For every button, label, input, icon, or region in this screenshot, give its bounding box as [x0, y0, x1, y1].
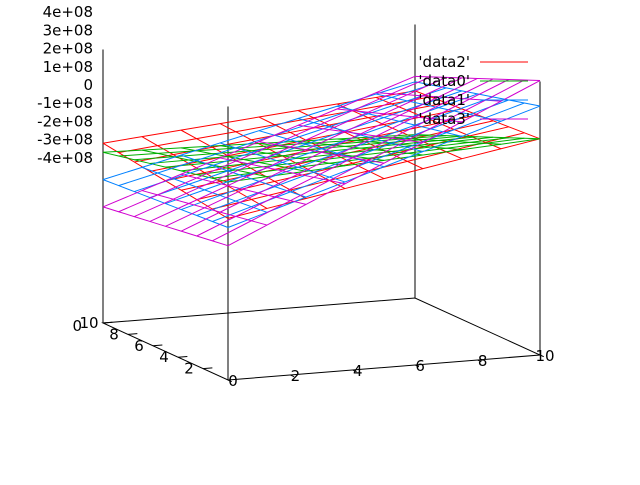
x-tick-mark — [290, 374, 295, 378]
x-tick-label: 8 — [478, 352, 488, 370]
x-tick-label: 2 — [291, 367, 301, 385]
y-tick-mark — [202, 367, 213, 370]
surface-line-3 — [297, 117, 424, 153]
z-tick-label: -1e+08 — [37, 94, 93, 112]
surface-line-1 — [414, 90, 541, 140]
surface-line-4 — [336, 108, 463, 123]
legend-label: 'data0' — [418, 72, 470, 90]
surface-line-1 — [336, 103, 463, 160]
surface-line-3 — [134, 87, 447, 193]
y-tick-mark — [152, 344, 163, 347]
legend-label: 'data2' — [418, 53, 470, 71]
surface-line-2 — [375, 136, 502, 145]
legend-label: 'data3' — [418, 110, 470, 128]
surface-line-1 — [134, 102, 447, 163]
surface-line-4 — [149, 77, 463, 222]
x-tick-mark — [414, 364, 420, 368]
z-tick-label: 4e+08 — [43, 3, 93, 21]
x-tick-label: 4 — [353, 362, 363, 380]
y-tick-label: 2 — [184, 360, 194, 378]
x-tick-label: 10 — [535, 347, 554, 365]
y-tick-mark — [127, 333, 138, 335]
surface-line-4 — [414, 75, 541, 82]
surface-line-1 — [118, 96, 431, 154]
x-tick-mark — [539, 354, 544, 358]
z-tick-label: -4e+08 — [37, 149, 93, 167]
surface-line-4 — [165, 77, 478, 227]
z-tick-label: 2e+08 — [43, 40, 93, 58]
x-tick-mark — [352, 369, 357, 373]
surface-line-2 — [102, 134, 416, 153]
y-tick-label: 10 — [79, 314, 98, 332]
x-tick-label: 6 — [415, 357, 425, 375]
y-tick-label: 8 — [109, 325, 119, 343]
surface-line-4 — [134, 76, 447, 218]
surface-line-3 — [414, 81, 541, 107]
base-frame — [101, 297, 542, 381]
x-tick-label: 0 — [228, 372, 238, 390]
surface-line-1 — [375, 96, 502, 150]
x-tick-mark — [227, 379, 232, 383]
y-tick-label: 6 — [134, 337, 144, 355]
surface-line-2 — [134, 135, 447, 161]
surface-line-1 — [102, 90, 416, 144]
z-base-label: 0 — [72, 317, 82, 335]
surface-line-3 — [375, 93, 502, 122]
y-tick-label: 4 — [159, 348, 169, 366]
z-tick-label: -3e+08 — [37, 131, 93, 149]
z-tick-label: 3e+08 — [43, 21, 93, 39]
surface-line-4 — [297, 124, 424, 143]
surface-line-1 — [165, 114, 478, 182]
y-tick-mark — [177, 355, 188, 358]
surface-line-4 — [118, 76, 431, 213]
z-tick-label: 0 — [83, 76, 93, 94]
legend-label: 'data1' — [418, 91, 470, 109]
y-tick-mark — [102, 321, 113, 324]
z-tick-label: 1e+08 — [43, 58, 93, 76]
surface-line-4 — [102, 75, 416, 208]
x-tick-mark — [477, 359, 482, 363]
z-tick-label: -2e+08 — [37, 112, 93, 130]
